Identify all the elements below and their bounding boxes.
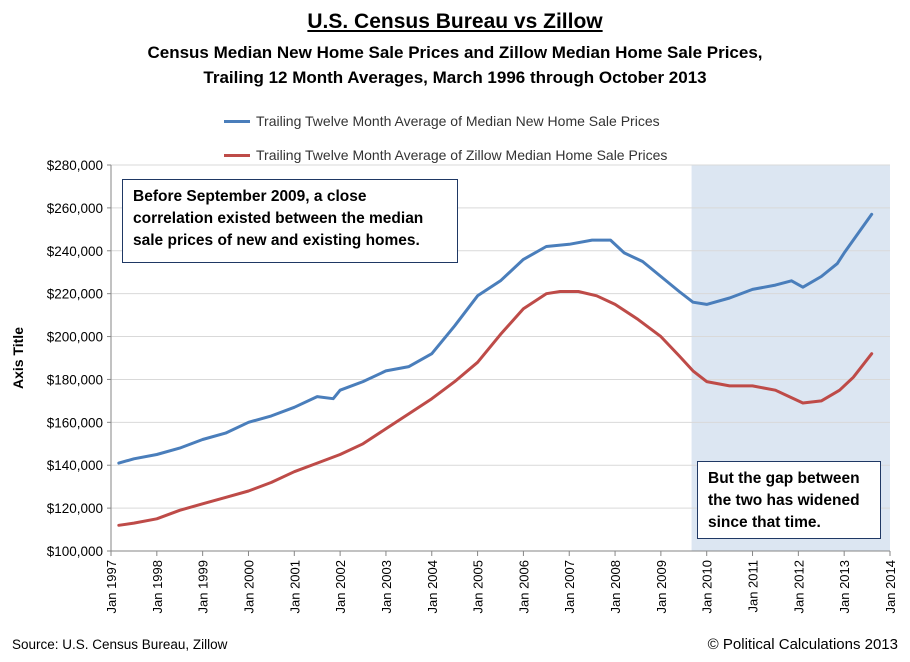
subtitle-line-1: Census Median New Home Sale Prices and Z… (147, 43, 763, 62)
y-tick-label: $280,000 (47, 158, 103, 173)
y-tick-label: $260,000 (47, 201, 103, 216)
y-tick-label: $180,000 (47, 372, 103, 387)
x-tick-label: Jan 2012 (791, 560, 806, 614)
annotation-gap-widened: But the gap between the two has widened … (697, 461, 881, 539)
subtitle-line-2: Trailing 12 Month Averages, March 1996 t… (203, 68, 707, 87)
legend-label-zillow: Trailing Twelve Month Average of Zillow … (256, 147, 668, 163)
x-tick-label: Jan 2014 (883, 560, 898, 614)
x-tick-label: Jan 2003 (379, 560, 394, 614)
x-tick-label: Jan 2009 (654, 560, 669, 614)
x-tick-label: Jan 2005 (471, 560, 486, 614)
chart-title: U.S. Census Bureau vs Zillow (307, 10, 603, 33)
y-tick-label: $100,000 (47, 544, 103, 559)
legend-item-new-home: Trailing Twelve Month Average of Median … (224, 104, 667, 138)
y-tick-label: $200,000 (47, 330, 103, 345)
x-tick-label: Jan 2007 (562, 560, 577, 614)
x-tick-label: Jan 1997 (104, 560, 119, 614)
x-tick-label: Jan 2000 (241, 560, 256, 614)
legend: Trailing Twelve Month Average of Median … (224, 104, 667, 172)
y-axis-title: Axis Title (10, 327, 26, 389)
x-tick-label: Jan 2006 (516, 560, 531, 614)
x-tick-label: Jan 1998 (150, 560, 165, 614)
x-tick-label: Jan 2011 (746, 560, 761, 613)
y-tick-label: $140,000 (47, 458, 103, 473)
x-tick-label: Jan 2013 (837, 560, 852, 614)
x-tick-label: Jan 2004 (425, 560, 440, 614)
x-tick-label: Jan 2010 (700, 560, 715, 614)
annotation-before-2009: Before September 2009, a close correlati… (122, 179, 458, 263)
series-line-new-home (117, 212, 874, 465)
source-note: Source: U.S. Census Bureau, Zillow (12, 637, 228, 652)
y-tick-label: $160,000 (47, 415, 103, 430)
copyright-note: © Political Calculations 2013 (707, 636, 898, 653)
legend-swatch-new-home (224, 119, 250, 123)
series-line-zillow (117, 290, 874, 527)
x-tick-label: Jan 2001 (287, 560, 302, 614)
y-tick-label: $240,000 (47, 244, 103, 259)
x-tick-label: Jan 2008 (608, 560, 623, 614)
x-tick-label: Jan 2002 (333, 560, 348, 614)
legend-swatch-zillow (224, 153, 250, 157)
legend-label-new-home: Trailing Twelve Month Average of Median … (256, 113, 660, 129)
y-tick-label: $220,000 (47, 287, 103, 302)
chart-subtitle: Census Median New Home Sale Prices and Z… (0, 40, 910, 90)
legend-item-zillow: Trailing Twelve Month Average of Zillow … (224, 138, 667, 172)
y-tick-label: $120,000 (47, 501, 103, 516)
x-tick-label: Jan 1999 (196, 560, 211, 614)
